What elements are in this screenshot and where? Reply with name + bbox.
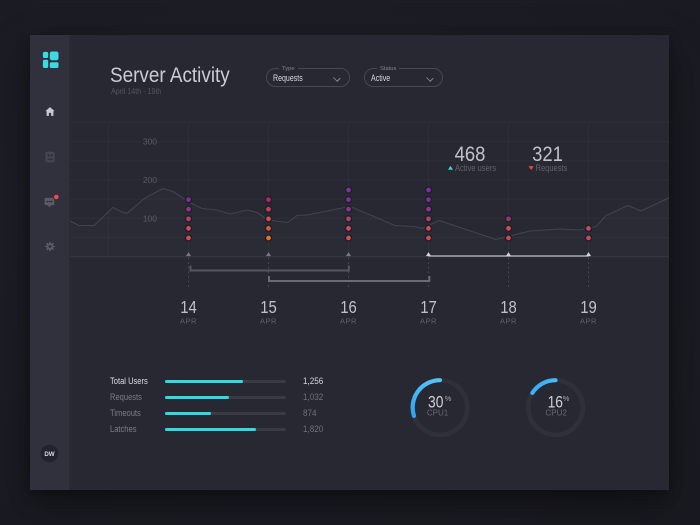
svg-text:APR: APR — [340, 317, 357, 326]
svg-text:14: 14 — [180, 298, 197, 317]
svg-text:19: 19 — [580, 298, 597, 317]
svg-text:16: 16 — [548, 393, 563, 411]
svg-text:300: 300 — [143, 137, 157, 147]
svg-text:APR: APR — [500, 317, 517, 326]
svg-text:468: 468 — [455, 143, 486, 166]
svg-text:30: 30 — [428, 393, 443, 411]
svg-text:CPU1: CPU1 — [427, 408, 449, 417]
svg-text:APR: APR — [180, 317, 197, 326]
svg-text:%: % — [563, 394, 570, 403]
svg-text:100: 100 — [143, 213, 157, 223]
svg-text:CPU2: CPU2 — [546, 408, 568, 417]
svg-text:%: % — [445, 394, 452, 403]
svg-text:321: 321 — [532, 143, 563, 166]
svg-text:Active users: Active users — [455, 162, 496, 173]
svg-text:17: 17 — [420, 298, 437, 317]
svg-text:200: 200 — [143, 175, 157, 185]
svg-text:Requests: Requests — [536, 162, 568, 173]
svg-text:APR: APR — [260, 317, 277, 326]
svg-text:DW: DW — [44, 451, 54, 458]
svg-text:16: 16 — [340, 298, 357, 317]
svg-text:APR: APR — [420, 317, 437, 326]
svg-text:15: 15 — [260, 298, 277, 317]
svg-text:18: 18 — [500, 298, 517, 317]
svg-text:APR: APR — [580, 317, 597, 326]
